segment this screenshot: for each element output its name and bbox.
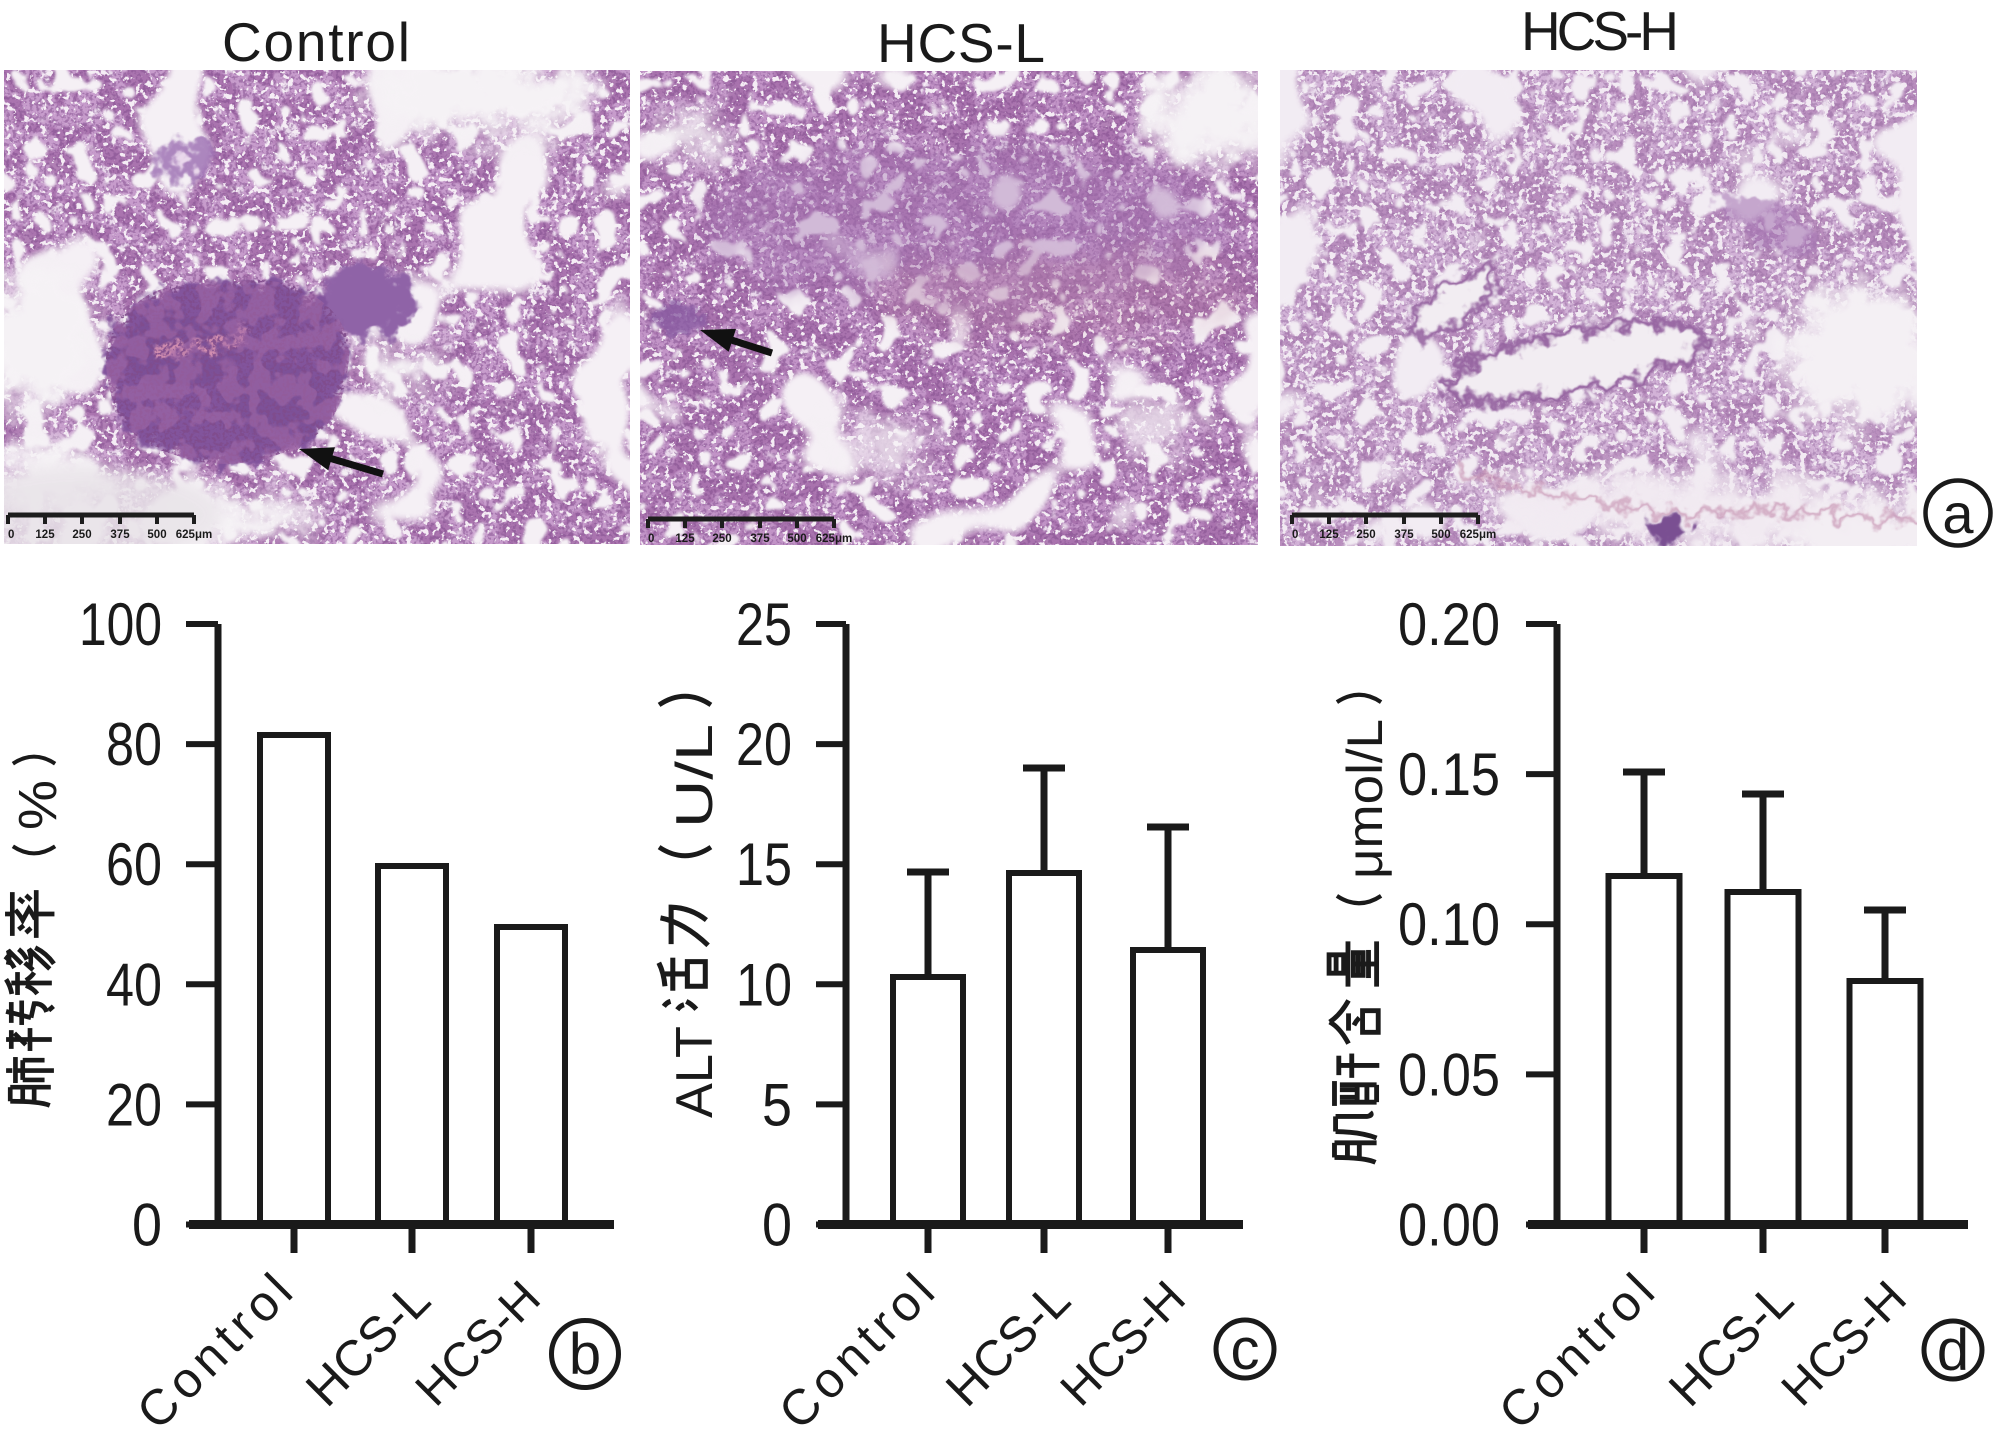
svg-text:b: b [569, 1322, 601, 1387]
svg-text:%: % [8, 780, 68, 830]
svg-text:0.05: 0.05 [1398, 1041, 1500, 1108]
svg-text:HCS-H: HCS-H [1521, 0, 1679, 62]
svg-text:125: 125 [35, 529, 55, 541]
svg-text:0.00: 0.00 [1398, 1192, 1500, 1259]
svg-text:0.10: 0.10 [1398, 891, 1500, 958]
svg-text:a: a [1942, 482, 1974, 545]
svg-text:0.15: 0.15 [1398, 741, 1500, 808]
svg-text:375: 375 [750, 533, 770, 545]
svg-text:Control: Control [222, 11, 410, 73]
svg-text:125: 125 [675, 533, 695, 545]
svg-text:15: 15 [736, 831, 792, 898]
svg-text:0: 0 [132, 1192, 162, 1259]
svg-text:80: 80 [106, 711, 162, 778]
svg-text:0: 0 [8, 529, 14, 541]
svg-text:0: 0 [762, 1192, 792, 1259]
svg-text:250: 250 [712, 533, 731, 545]
svg-text:HCS-L: HCS-L [877, 12, 1045, 74]
svg-text:5: 5 [762, 1071, 792, 1138]
svg-text:0: 0 [1292, 529, 1298, 541]
svg-text:250: 250 [1356, 529, 1375, 541]
svg-text:375: 375 [1394, 529, 1414, 541]
svg-text:125: 125 [1319, 529, 1339, 541]
svg-text:625μm: 625μm [176, 529, 212, 541]
svg-text:20: 20 [106, 1071, 162, 1138]
svg-text:500: 500 [787, 533, 806, 545]
svg-text:0: 0 [648, 533, 654, 545]
svg-text:20: 20 [736, 711, 792, 778]
svg-text:625μm: 625μm [816, 533, 852, 545]
svg-text:500: 500 [147, 529, 166, 541]
svg-text:40: 40 [106, 951, 162, 1018]
svg-text:375: 375 [110, 529, 130, 541]
svg-text:0.20: 0.20 [1398, 591, 1500, 658]
svg-text:250: 250 [72, 529, 91, 541]
svg-text:c: c [1231, 1317, 1260, 1382]
svg-text:10: 10 [736, 951, 792, 1018]
svg-text:d: d [1937, 1318, 1969, 1383]
svg-text:25: 25 [736, 591, 792, 658]
svg-text:100: 100 [79, 591, 162, 658]
svg-text:ALT: ALT [666, 1026, 724, 1118]
svg-text:μmol/L: μmol/L [1337, 719, 1393, 879]
svg-text:U/L: U/L [666, 724, 724, 828]
svg-text:60: 60 [106, 831, 162, 898]
svg-text:500: 500 [1431, 529, 1450, 541]
svg-text:625μm: 625μm [1460, 529, 1496, 541]
